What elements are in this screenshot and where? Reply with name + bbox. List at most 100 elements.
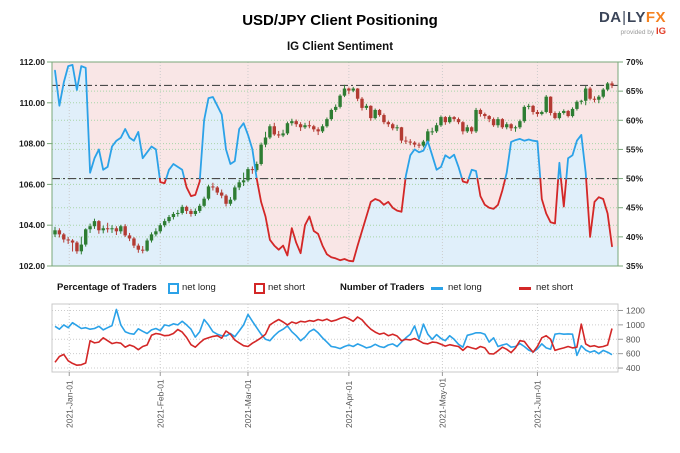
net-short-dash-icon <box>519 287 531 290</box>
candle-body <box>88 226 92 230</box>
candle-body <box>320 126 325 132</box>
candle-body <box>575 101 579 109</box>
pct-tick-label: 50% <box>626 174 643 184</box>
net-long-pct-segment <box>565 134 587 180</box>
candle-body <box>478 109 483 115</box>
candle-body <box>417 144 421 146</box>
pct-tick-label: 40% <box>626 232 643 242</box>
dailyfx-logo: DA|LYFX provided by IG <box>599 10 666 37</box>
candle-body <box>167 217 171 222</box>
candle-body <box>141 249 145 251</box>
candle-body <box>412 142 417 145</box>
candle-body <box>491 119 496 126</box>
candle-body <box>443 117 448 123</box>
net-short-pct-segment <box>255 177 407 263</box>
candle-body <box>395 127 399 129</box>
candle-body <box>540 111 544 115</box>
candle-body <box>105 228 110 230</box>
net-long-pct-segment <box>504 138 542 180</box>
candle-body <box>342 88 347 96</box>
date-tick-label: 2021-Jun-01 <box>532 380 542 428</box>
candle-body <box>119 226 123 232</box>
candle-body <box>351 88 355 91</box>
candle-body <box>259 144 263 164</box>
count-gridlines <box>52 304 618 372</box>
candle-body <box>355 88 360 99</box>
candle-body <box>500 119 505 128</box>
net-long-pct-segment <box>404 140 463 180</box>
candle-body <box>193 210 198 214</box>
candle-body <box>272 126 276 135</box>
candle-body <box>263 137 268 145</box>
candle-body <box>84 229 88 245</box>
legend-net-long-count: net long <box>448 282 482 293</box>
candle-body <box>123 226 127 236</box>
candle-body <box>176 212 180 214</box>
candle-body <box>605 83 610 90</box>
net-short-pct-segment <box>183 177 201 198</box>
candle-body <box>421 141 426 146</box>
candle-body <box>79 244 84 252</box>
price-tick-label: 110.00 <box>19 98 45 108</box>
candle-body <box>469 127 474 132</box>
candle-body <box>338 95 342 107</box>
candle-body <box>570 108 575 117</box>
candle-body <box>408 141 412 143</box>
net-short-pct-segment <box>585 177 613 248</box>
candle-body <box>101 228 105 231</box>
candle-body <box>518 121 522 128</box>
candle-body <box>592 98 597 100</box>
net-short-count-line <box>54 316 613 366</box>
candle-body <box>132 238 136 246</box>
candle-body <box>145 240 149 251</box>
candle-body <box>97 221 101 231</box>
candle-body <box>233 187 237 200</box>
candle-body <box>562 110 566 113</box>
candle-body <box>535 111 540 115</box>
candle-body <box>513 127 518 129</box>
candle-body <box>548 96 553 113</box>
legend-percentage-of-traders: Percentage of Traders <box>57 282 157 293</box>
candle-body <box>158 225 162 232</box>
candle-body <box>461 122 465 132</box>
candle-body <box>430 131 434 133</box>
candle-body <box>404 140 408 142</box>
provided-by-ig: provided by IG <box>620 26 666 37</box>
candle-body <box>285 123 290 134</box>
net-long-pct-segment <box>467 168 479 180</box>
price-sentiment-chart: 112.00 110.00 108.00 106.00 104.00 102.00 70% 6… <box>19 57 643 271</box>
candle-body <box>316 129 320 132</box>
candle-body <box>382 115 386 123</box>
candle-body <box>198 205 202 211</box>
net-short-square-icon <box>254 283 265 294</box>
candle-body <box>531 105 535 112</box>
legend-net-long-pct: net long <box>182 282 216 293</box>
net-short-pct-segment <box>560 177 568 208</box>
price-tick-label: 108.00 <box>19 139 45 149</box>
candle-body <box>312 126 316 130</box>
candle-body <box>57 230 62 235</box>
candle-body <box>110 228 114 230</box>
date-tick-label: 2021-Feb-01 <box>155 379 165 428</box>
traders-count-chart: 1200 1000 800 600 400 2021-Jan-01 2021-Feb-01 2… <box>51 303 645 428</box>
pct-tick-label: 35% <box>626 261 643 271</box>
candle-body <box>171 213 176 218</box>
candle-body <box>53 230 57 235</box>
count-plot-border <box>51 303 619 373</box>
price-tick-label: 104.00 <box>19 220 45 230</box>
candle-body <box>505 124 509 128</box>
candle-body <box>483 114 487 117</box>
candle-body <box>70 240 75 243</box>
net-long-count-line <box>54 308 613 357</box>
candle-body <box>522 106 526 122</box>
candle-body <box>557 113 562 119</box>
dailyfx-wordmark: DA|LYFX <box>598 9 666 26</box>
candle-body <box>281 133 285 136</box>
candle-body <box>62 234 66 240</box>
candle-body <box>399 127 404 141</box>
candle-body <box>211 186 215 188</box>
count-axes: 1200 1000 800 600 400 2021-Jan-01 2021-Feb-01 2… <box>64 305 645 428</box>
candle-body <box>303 125 307 128</box>
candlestick-series <box>53 81 614 255</box>
candle-body <box>189 210 193 214</box>
